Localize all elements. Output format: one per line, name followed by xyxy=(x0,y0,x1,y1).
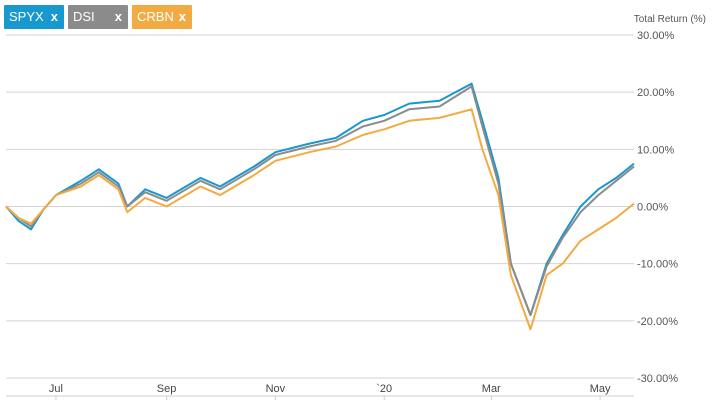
series-lines xyxy=(5,82,635,331)
close-icon[interactable]: x xyxy=(114,9,122,24)
legend-chip-spyx[interactable]: SPYX x xyxy=(4,5,64,29)
close-icon[interactable]: x xyxy=(50,9,58,24)
y-tick-labels: 30.00% 20.00% 10.00% 0.00% -10.00% -20.00% -30… xyxy=(637,30,678,385)
series-line-crbn xyxy=(5,108,635,331)
x-tick-labels: Jul Sep Nov `20 Mar May xyxy=(49,383,611,400)
legend-chip-dsi[interactable]: DSI x xyxy=(68,5,128,29)
series-line-dsi xyxy=(5,85,635,317)
y-tick-label: 20.00% xyxy=(637,87,675,99)
x-tick-label: `20 xyxy=(376,383,392,395)
y-tick-label: 0.00% xyxy=(637,202,668,214)
legend-chip-label: DSI xyxy=(73,9,95,24)
close-icon[interactable]: x xyxy=(178,9,186,24)
series-line-spyx xyxy=(5,82,635,317)
x-tick-label: Sep xyxy=(157,383,177,395)
legend-chip-label: SPYX xyxy=(9,9,44,24)
y-tick-label: -20.00% xyxy=(637,316,678,328)
gridlines xyxy=(6,34,634,397)
x-tick-label: Mar xyxy=(482,383,501,395)
y-tick-label: -10.00% xyxy=(637,259,678,271)
legend-chip-label: CRBN xyxy=(137,9,174,24)
legend-chip-crbn[interactable]: CRBN x xyxy=(132,5,192,29)
x-tick-label: May xyxy=(590,383,611,395)
x-tick-label: Jul xyxy=(49,383,63,395)
y-tick-label: -30.00% xyxy=(637,373,678,385)
x-tick-label: Nov xyxy=(266,383,286,395)
y-tick-label: 30.00% xyxy=(637,30,675,42)
y-tick-label: 10.00% xyxy=(637,144,675,156)
y-axis-title: Total Return (%) xyxy=(633,14,706,25)
